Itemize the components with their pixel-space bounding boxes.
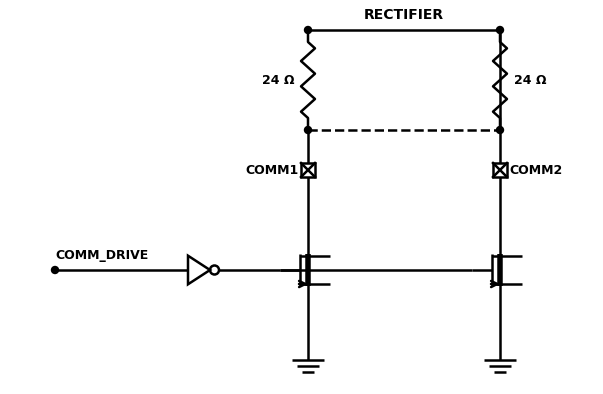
Circle shape — [496, 126, 504, 134]
Text: COMM_DRIVE: COMM_DRIVE — [55, 249, 148, 262]
Text: 24 Ω: 24 Ω — [514, 74, 546, 87]
Circle shape — [305, 126, 312, 134]
Text: COMM1: COMM1 — [246, 164, 299, 177]
Circle shape — [51, 266, 58, 273]
Bar — [301, 163, 315, 177]
Text: COMM2: COMM2 — [509, 164, 562, 177]
Text: RECTIFIER: RECTIFIER — [364, 8, 444, 22]
Circle shape — [496, 26, 504, 33]
Bar — [493, 163, 507, 177]
Circle shape — [305, 26, 312, 33]
Text: 24 Ω: 24 Ω — [262, 74, 294, 87]
